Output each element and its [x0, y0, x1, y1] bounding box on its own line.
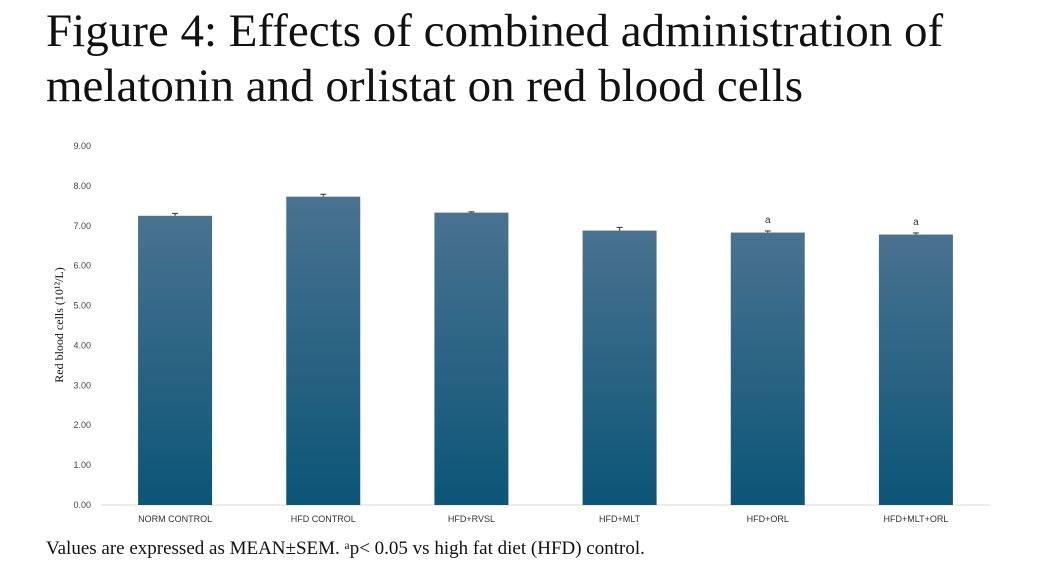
figure-caption: Values are expressed as MEAN±SEM. ᵃp< 0.…: [46, 538, 645, 559]
error-bar: [320, 193, 327, 197]
y-tick-label: 1.00: [73, 460, 91, 470]
error-bar: [912, 232, 919, 235]
y-tick-label: 9.00: [73, 141, 91, 151]
y-tick-label: 0.00: [73, 500, 91, 510]
y-axis-label: Red blood cells (10¹²/L): [52, 267, 66, 383]
x-tick-label: NORM CONTROL: [138, 514, 212, 524]
y-axis-ticks: 0.00 1.00 2.00 3.00 4.00 5.00 6.00 7.00 8.00 9.00: [73, 141, 91, 510]
significance-label: a: [913, 217, 919, 228]
bar: [878, 234, 953, 505]
bar: [434, 212, 509, 505]
bar: [582, 230, 657, 505]
y-tick-label: 2.00: [73, 420, 91, 430]
x-tick-label: HFD+MLT: [599, 514, 641, 524]
y-tick-label: 5.00: [73, 301, 91, 311]
x-tick-label: HFD+ORL: [747, 514, 789, 524]
error-bar: [468, 211, 475, 213]
y-tick-label: 7.00: [73, 221, 91, 231]
bar: [138, 215, 213, 506]
y-tick-label: 4.00: [73, 340, 91, 350]
x-tick-label: HFD+RVSL: [448, 514, 495, 524]
y-tick-label: 3.00: [73, 380, 91, 390]
error-bar: [172, 212, 179, 216]
y-tick-label: 8.00: [73, 181, 91, 191]
bar: [730, 232, 805, 505]
x-axis-labels: NORM CONTROL HFD CONTROL HFD+RVSL HFD+MLT HF…: [138, 514, 948, 524]
error-bar: [616, 226, 623, 231]
error-bar: [764, 230, 771, 233]
bar: [286, 196, 361, 506]
x-tick-label: HFD CONTROL: [291, 514, 356, 524]
y-tick-label: 6.00: [73, 261, 91, 271]
significance-label: a: [765, 215, 771, 226]
figure-title: Figure 4: Effects of combined administra…: [46, 5, 944, 112]
x-tick-label: HFD+MLT+ORL: [883, 514, 948, 524]
